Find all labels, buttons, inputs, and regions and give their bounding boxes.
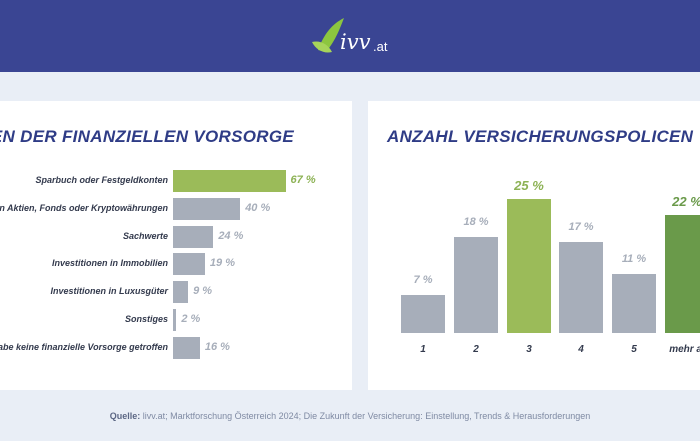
bar-label: Sachwerte (122, 230, 168, 241)
bar-label: Investitionen in Luxusgüter (50, 286, 168, 297)
bar-value-label: 7 % (413, 274, 433, 287)
category-label: 5 (631, 344, 637, 355)
bar (507, 199, 551, 333)
bar-value-label: 67 % (290, 174, 316, 186)
category-label: 2 (473, 344, 479, 355)
bar-label: Sonstiges (124, 314, 168, 324)
bar-label: Sparbuch oder Festgeldkonten (35, 175, 168, 185)
bar-value-label: 40 % (245, 201, 271, 214)
brand-suffix: .at (373, 39, 388, 54)
bar (454, 236, 498, 333)
bar (612, 274, 656, 333)
policy-count-panel: ANZAHL VERSICHERUNGSPOLICEN 7 % 1 18 % 2 25 … (368, 101, 700, 390)
bar (173, 170, 286, 192)
source-label: Quelle: (109, 411, 141, 421)
category-label: 4 (578, 344, 584, 355)
bar-value-label: 9 % (193, 285, 213, 298)
bar-label: abe keine finanzielle Vorsorge getroffen (0, 341, 168, 352)
source-note: Quelle: livv.at; Marktforschung Österrei… (0, 411, 700, 421)
brand-name: ivv (340, 30, 371, 54)
bar-value-label: 11 % (621, 253, 647, 266)
category-label: 3 (526, 344, 532, 355)
bar-label: Investitionen in Immobilien (51, 258, 168, 269)
bar (173, 225, 214, 248)
leaf-logo-icon (312, 18, 344, 53)
category-label: mehr al (669, 344, 700, 355)
brand-logo[interactable]: ivv .at (310, 12, 400, 60)
bar (401, 295, 445, 333)
bar-value-label: 19 % (209, 257, 235, 270)
bar-value-label: 16 % (204, 340, 230, 353)
bar-value-label: 2 % (181, 313, 201, 325)
bar-value-label: 24 % (218, 229, 244, 242)
header-bar: ivv .at (0, 0, 700, 72)
bar-label: in Aktien, Fonds oder Kryptowährungen (0, 202, 168, 213)
source-text: livv.at; Marktforschung Österreich 2024;… (142, 411, 591, 421)
bar (559, 241, 603, 333)
bar (173, 281, 189, 304)
bar-value-label: 18 % (463, 215, 489, 228)
policy-count-title: ANZAHL VERSICHERUNGSPOLICEN (387, 127, 694, 146)
bar (173, 309, 177, 331)
bar-value-label: 22 % (672, 194, 700, 210)
bar-value-label: 17 % (568, 220, 594, 233)
category-label: 1 (420, 344, 426, 355)
bar-value-label: 25 % (514, 178, 544, 193)
bar (173, 197, 241, 220)
bar (173, 336, 200, 359)
provision-types-title: MEN DER FINANZIELLEN VORSORGE (0, 127, 294, 146)
bar (665, 215, 700, 333)
provision-types-panel: MEN DER FINANZIELLEN VORSORGE Sparbuch o… (0, 101, 352, 390)
bar (173, 253, 205, 276)
